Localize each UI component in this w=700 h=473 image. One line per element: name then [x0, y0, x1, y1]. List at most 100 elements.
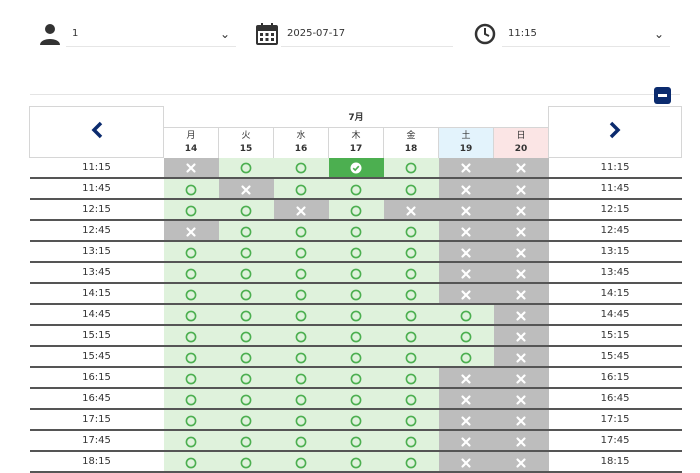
available-slot[interactable] [383, 409, 439, 431]
available-slot[interactable] [328, 346, 384, 368]
available-slot[interactable] [163, 346, 219, 368]
available-slot[interactable] [383, 304, 439, 326]
available-slot[interactable] [218, 451, 274, 473]
available-slot[interactable] [273, 367, 329, 389]
unavailable-x-icon [406, 205, 416, 216]
collapse-button[interactable] [654, 87, 671, 104]
unavailable-x-icon [516, 268, 526, 279]
available-circle-icon [350, 184, 362, 195]
available-slot[interactable] [383, 451, 439, 473]
available-slot[interactable] [218, 262, 274, 284]
available-slot[interactable] [163, 178, 219, 200]
unavailable-x-icon [461, 184, 471, 195]
available-slot[interactable] [328, 367, 384, 389]
available-slot[interactable] [163, 367, 219, 389]
available-slot[interactable] [273, 430, 329, 452]
selected-slot[interactable] [328, 157, 384, 179]
unavailable-x-icon [461, 268, 471, 279]
available-slot[interactable] [218, 388, 274, 410]
available-slot[interactable] [328, 451, 384, 473]
available-slot[interactable] [328, 430, 384, 452]
available-slot[interactable] [163, 409, 219, 431]
available-circle-icon [185, 415, 197, 426]
available-slot[interactable] [273, 220, 329, 242]
unavailable-slot [438, 241, 494, 263]
available-slot[interactable] [383, 178, 439, 200]
available-slot[interactable] [383, 346, 439, 368]
available-slot[interactable] [273, 157, 329, 179]
date-input[interactable]: 2025-07-17 [281, 21, 453, 47]
available-slot[interactable] [273, 388, 329, 410]
available-slot[interactable] [273, 178, 329, 200]
available-slot[interactable] [328, 409, 384, 431]
available-slot[interactable] [328, 178, 384, 200]
available-slot[interactable] [273, 451, 329, 473]
available-slot[interactable] [383, 220, 439, 242]
available-slot[interactable] [218, 430, 274, 452]
available-circle-icon [350, 331, 362, 342]
unavailable-x-icon [516, 415, 526, 426]
unavailable-x-icon [516, 247, 526, 258]
available-slot[interactable] [218, 346, 274, 368]
available-slot[interactable] [328, 388, 384, 410]
available-slot[interactable] [163, 388, 219, 410]
available-slot[interactable] [383, 157, 439, 179]
available-slot[interactable] [383, 430, 439, 452]
available-slot[interactable] [218, 157, 274, 179]
available-slot[interactable] [328, 325, 384, 347]
available-slot[interactable] [273, 283, 329, 305]
available-slot[interactable] [218, 220, 274, 242]
available-slot[interactable] [273, 409, 329, 431]
available-slot[interactable] [273, 304, 329, 326]
available-slot[interactable] [328, 241, 384, 263]
available-slot[interactable] [328, 283, 384, 305]
available-slot[interactable] [438, 304, 494, 326]
available-slot[interactable] [163, 199, 219, 221]
available-slot[interactable] [218, 199, 274, 221]
available-slot[interactable] [438, 346, 494, 368]
available-slot[interactable] [273, 346, 329, 368]
available-circle-icon [460, 331, 472, 342]
available-circle-icon [295, 457, 307, 468]
available-slot[interactable] [328, 220, 384, 242]
available-circle-icon [295, 247, 307, 258]
unavailable-x-icon [516, 310, 526, 321]
available-slot[interactable] [163, 451, 219, 473]
available-slot[interactable] [163, 304, 219, 326]
available-slot[interactable] [218, 325, 274, 347]
available-slot[interactable] [328, 199, 384, 221]
available-slot[interactable] [163, 430, 219, 452]
available-slot[interactable] [438, 325, 494, 347]
available-slot[interactable] [163, 241, 219, 263]
time-label: 17:15 [548, 409, 682, 431]
available-slot[interactable] [383, 367, 439, 389]
weekday-label: 水 [296, 130, 306, 141]
available-slot[interactable] [218, 304, 274, 326]
available-slot[interactable] [273, 241, 329, 263]
available-slot[interactable] [383, 262, 439, 284]
people-select[interactable]: 1 ⌄ [66, 21, 236, 47]
available-slot[interactable] [273, 325, 329, 347]
available-slot[interactable] [163, 262, 219, 284]
available-slot[interactable] [218, 241, 274, 263]
time-label: 14:15 [548, 283, 682, 305]
available-slot[interactable] [383, 325, 439, 347]
available-slot[interactable] [163, 283, 219, 305]
available-circle-icon [405, 247, 417, 258]
available-circle-icon [295, 352, 307, 363]
available-slot[interactable] [273, 262, 329, 284]
available-slot[interactable] [328, 304, 384, 326]
available-slot[interactable] [383, 388, 439, 410]
time-select[interactable]: 11:15 ⌄ [502, 21, 670, 47]
available-slot[interactable] [218, 367, 274, 389]
available-slot[interactable] [383, 283, 439, 305]
available-slot[interactable] [218, 409, 274, 431]
selected-check-icon [350, 162, 362, 174]
available-slot[interactable] [218, 283, 274, 305]
available-circle-icon [185, 205, 197, 216]
available-slot[interactable] [383, 241, 439, 263]
available-slot[interactable] [163, 325, 219, 347]
prev-week-button[interactable] [29, 106, 164, 158]
available-slot[interactable] [328, 262, 384, 284]
next-week-button[interactable] [548, 106, 683, 158]
